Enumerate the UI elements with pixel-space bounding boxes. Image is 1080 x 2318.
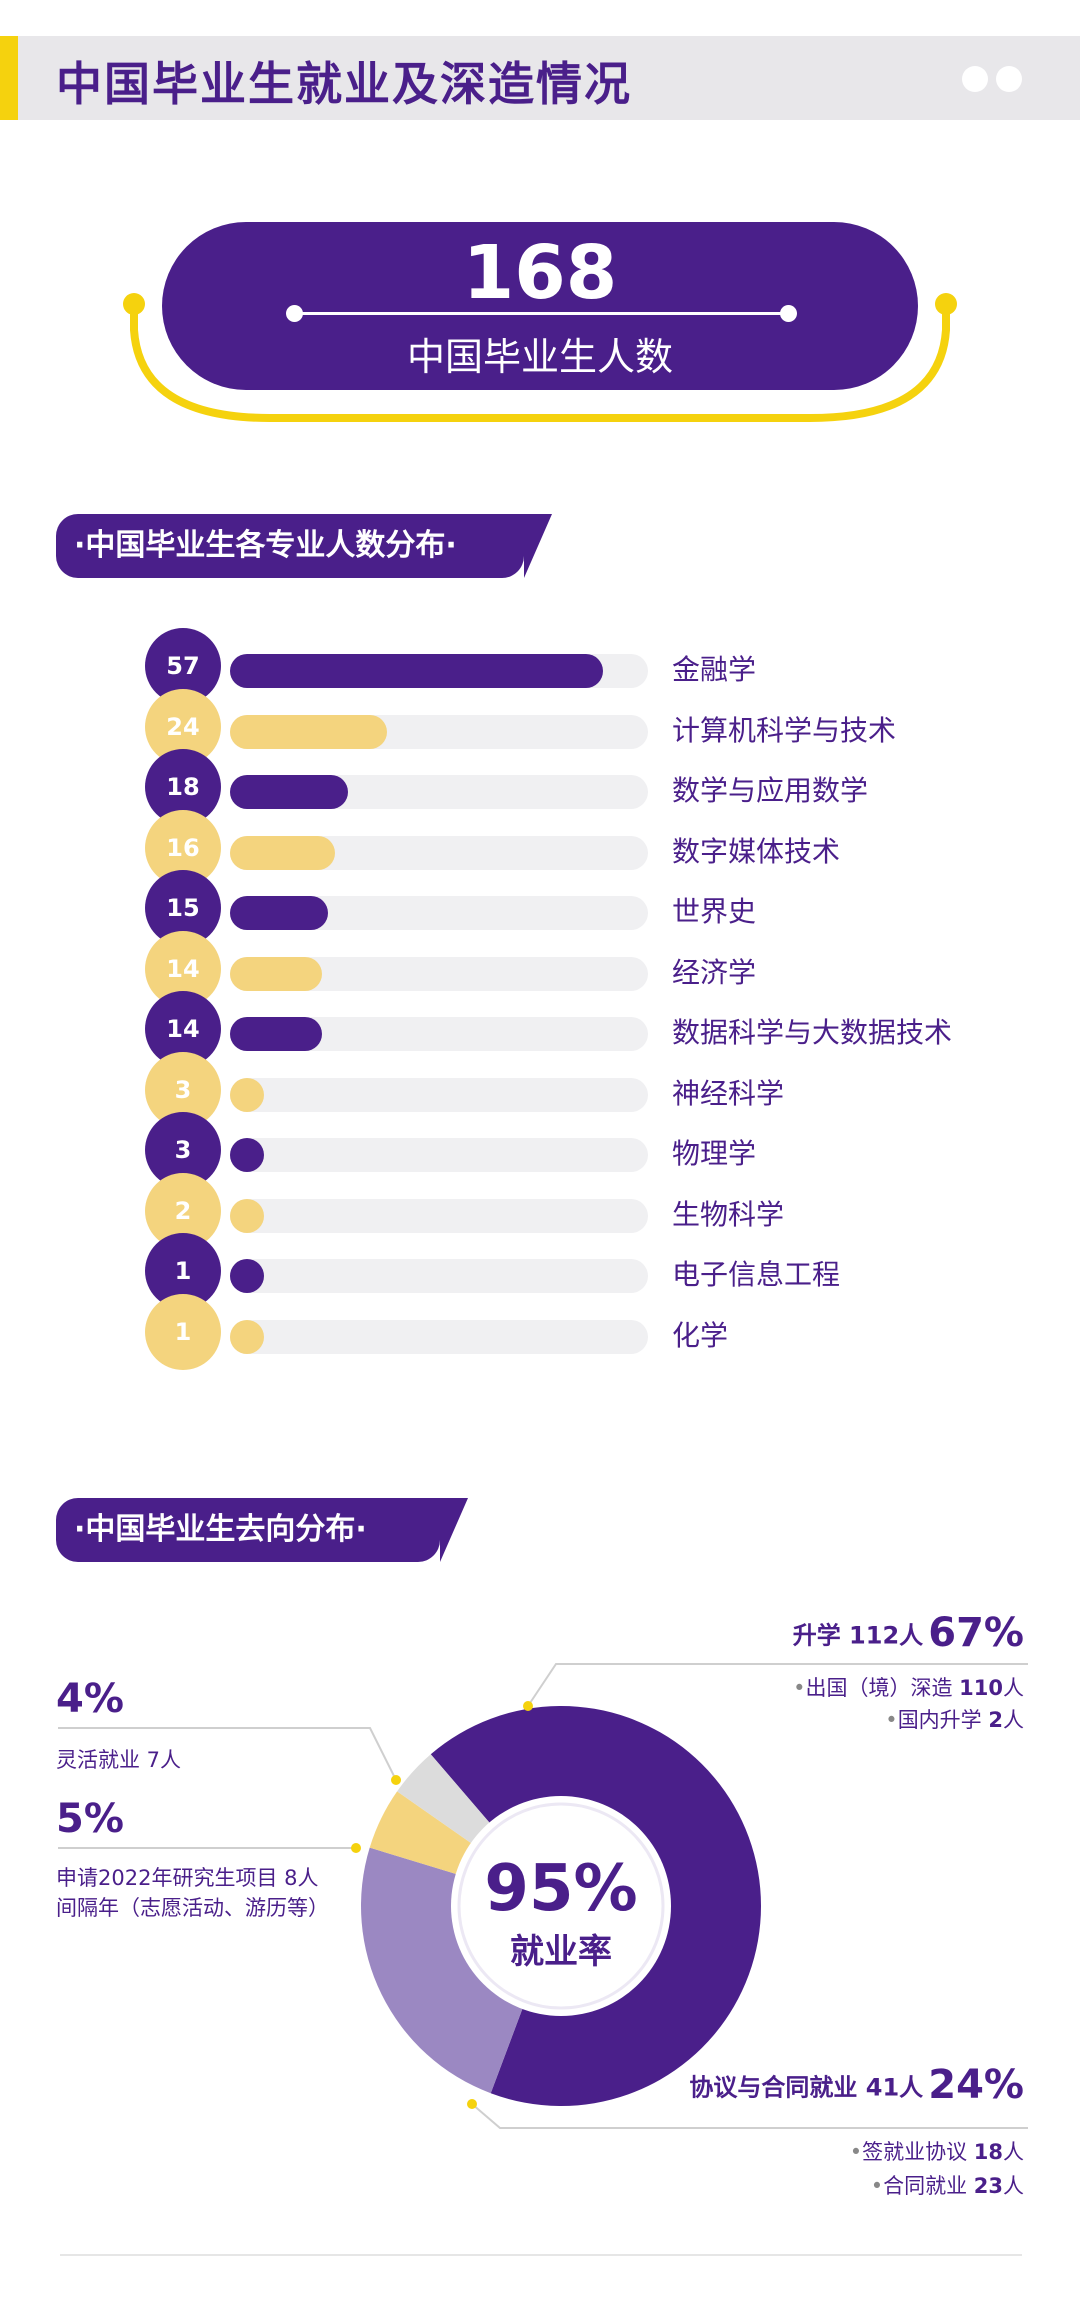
bar-row: 3 物理学 <box>0 1112 1080 1188</box>
study-sub1: •出国（境）深造 110人 <box>793 1676 1024 1700</box>
study-sub2: •国内升学 2人 <box>885 1708 1024 1732</box>
bar-fill <box>230 835 335 870</box>
gap-pct: 5% <box>56 1796 124 1842</box>
header-bar: 中国毕业生就业及深造情况 <box>0 36 1080 120</box>
pill-swoosh <box>123 293 957 422</box>
bar-row: 24 计算机科学与技术 <box>0 688 1080 765</box>
bar-category-label: 物理学 <box>672 1137 757 1170</box>
study-pct: 67% <box>928 1610 1024 1656</box>
destination-section-tag: ·中国毕业生去向分布· <box>56 1498 468 1562</box>
bar-fill <box>230 1198 264 1233</box>
contract-sub2-value: 23 <box>973 2174 1003 2198</box>
pill-divider-dot <box>286 305 303 322</box>
header-dot-icon <box>962 66 988 92</box>
page-title: 中国毕业生就业及深造情况 <box>56 57 632 111</box>
bar-category-label: 金融学 <box>672 653 757 686</box>
bar-category-label: 化学 <box>672 1318 729 1352</box>
contract-sub1-label: 签就业协议 <box>862 2140 968 2164</box>
contract-annotation: 协议与合同就业 41人 24% <box>689 2062 1024 2108</box>
study-sub1-value: 110 <box>959 1676 1003 1700</box>
total-number: 168 <box>462 230 618 316</box>
bar-row: 18 数学与应用数学 <box>0 749 1080 825</box>
bar-track <box>230 1017 648 1051</box>
bar-row: 14 数据科学与大数据技术 <box>0 991 1080 1067</box>
employment-rate-label: 就业率 <box>510 1932 612 1972</box>
bar-row: 15 世界史 <box>0 870 1080 946</box>
bar-category-label: 数据科学与大数据技术 <box>672 1016 953 1049</box>
bar-category-label: 神经科学 <box>672 1076 785 1110</box>
majors-section-title: ·中国毕业生各专业人数分布· <box>74 528 457 563</box>
study-sub2-value: 2 <box>988 1708 1003 1732</box>
contract-sub1: •签就业协议 18人 <box>849 2140 1024 2164</box>
total-label: 中国毕业生人数 <box>406 335 673 379</box>
bar-track <box>230 1077 648 1112</box>
study-annotation: 升学 112人 67% <box>793 1610 1024 1656</box>
bar-track <box>230 775 648 809</box>
contract-title: 协议与合同就业 41人 <box>689 2073 924 2102</box>
bar-fill <box>230 956 322 991</box>
study-title: 升学 112人 <box>792 1621 924 1650</box>
destination-section-title: ·中国毕业生去向分布· <box>74 1512 367 1547</box>
bar-value-label: 16 <box>145 809 221 886</box>
donut-center-ring <box>457 1802 665 2010</box>
bar-value-label: 1 <box>145 1293 221 1370</box>
study-sub1-unit: 人 <box>1003 1676 1024 1700</box>
flexible-label: 灵活就业 7人 <box>56 1748 182 1772</box>
contract-sub1-unit: 人 <box>1003 2140 1024 2164</box>
bar-category-label: 电子信息工程 <box>672 1258 841 1291</box>
bar-track <box>230 956 648 991</box>
bar-fill <box>230 1077 264 1112</box>
bar-row: 2 生物科学 <box>0 1172 1080 1249</box>
gap-line2: 间隔年（志愿活动、游历等） <box>56 1896 329 1920</box>
bar-fill <box>230 896 329 930</box>
bar-row: 1 电子信息工程 <box>0 1233 1080 1309</box>
bar-category-label: 数字媒体技术 <box>672 834 841 868</box>
total-graduates-card: 168 中国毕业生人数 <box>162 222 918 390</box>
bar-fill <box>230 775 348 809</box>
bar-track <box>230 1138 648 1172</box>
pill-divider <box>292 312 788 315</box>
bar-fill <box>230 1138 264 1172</box>
contract-sub1-value: 18 <box>973 2140 1003 2164</box>
bar-track <box>230 896 648 930</box>
bar-category-label: 世界史 <box>672 895 757 928</box>
donut-center <box>451 1796 671 2016</box>
employment-rate-value: 95% <box>484 1852 638 1926</box>
contract-sub2-label: 合同就业 <box>883 2174 968 2198</box>
contract-sub2-unit: 人 <box>1003 2174 1024 2198</box>
bar-row: 16 数字媒体技术 <box>0 809 1080 886</box>
contract-pct: 24% <box>928 2062 1024 2108</box>
bar-row: 1 化学 <box>0 1293 1080 1370</box>
bar-fill <box>230 714 387 749</box>
bar-fill <box>230 1319 264 1354</box>
footer-divider <box>60 2254 1022 2256</box>
study-sub2-unit: 人 <box>1003 1708 1024 1732</box>
majors-section-tag: ·中国毕业生各专业人数分布· <box>56 514 552 578</box>
bar-fill <box>230 1259 264 1293</box>
bar-value-label: 24 <box>145 688 221 765</box>
bar-value-label: 3 <box>145 1112 221 1188</box>
bar-track <box>230 654 648 688</box>
gap-line1: 申请2022年研究生项目 8人 <box>56 1866 319 1890</box>
bar-track <box>230 1259 648 1293</box>
header-dot-icon <box>996 66 1022 92</box>
study-sub2-label: 国内升学 <box>897 1708 982 1732</box>
contract-sub2: •合同就业 23人 <box>870 2174 1024 2198</box>
flexible-pct: 4% <box>56 1676 124 1722</box>
bar-fill <box>230 1017 322 1051</box>
bar-category-label: 生物科学 <box>672 1197 785 1231</box>
bar-fill <box>230 654 603 688</box>
bar-track <box>230 714 648 749</box>
pill-divider-dot <box>780 305 797 322</box>
header-accent <box>0 36 18 120</box>
bar-row: 57 金融学 <box>0 628 1080 704</box>
bar-track <box>230 1319 648 1354</box>
bar-category-label: 计算机科学与技术 <box>672 713 897 747</box>
bar-category-label: 经济学 <box>672 955 757 989</box>
bar-track <box>230 835 648 870</box>
bar-track <box>230 1198 648 1233</box>
study-sub1-label: 出国（境）深造 <box>805 1676 953 1700</box>
bar-category-label: 数学与应用数学 <box>672 774 869 807</box>
